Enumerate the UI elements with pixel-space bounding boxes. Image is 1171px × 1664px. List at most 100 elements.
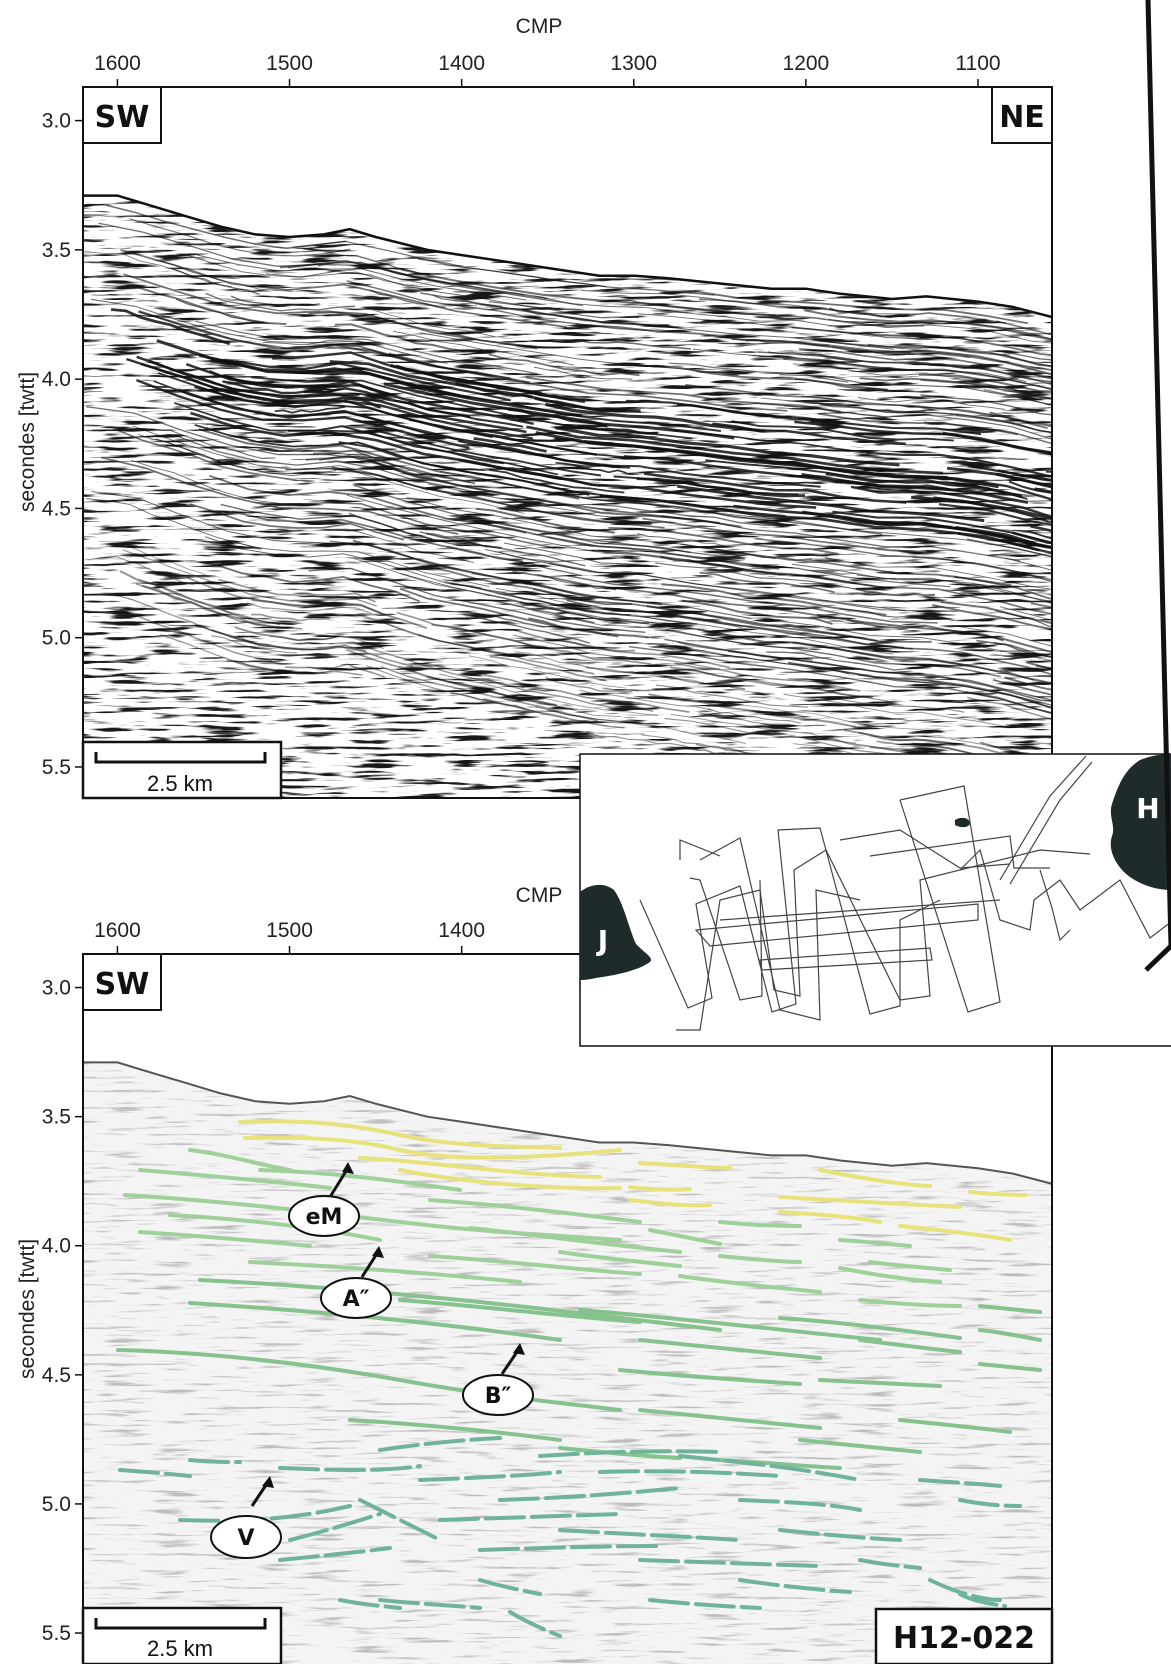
callout-a-double-prime: A″ <box>320 1246 392 1319</box>
sw-label-box: SW <box>82 86 162 144</box>
reflector-line <box>995 472 1052 488</box>
reflector-line <box>824 557 1052 590</box>
reflector-line <box>137 286 287 326</box>
label-v: V <box>237 1526 254 1551</box>
reflector-line <box>487 679 654 712</box>
reflector-line <box>794 420 1052 454</box>
reflector-line <box>417 634 594 675</box>
reflector-line <box>703 453 1052 501</box>
reflector-line <box>536 573 617 591</box>
reflector-line <box>241 638 353 651</box>
reflector-line <box>312 449 476 485</box>
reflector-line <box>817 412 1019 436</box>
reflector-line <box>680 543 813 561</box>
label-a-double-prime: A″ <box>343 1287 370 1312</box>
reflector-line <box>707 708 801 724</box>
reflector-line <box>135 583 303 630</box>
reflector-line <box>251 376 692 440</box>
label-em: eM <box>306 1205 343 1230</box>
reflector-line <box>209 474 527 534</box>
reflector-line <box>857 397 1006 410</box>
reflector-line <box>446 545 582 577</box>
reflector-line <box>196 254 527 301</box>
reflector-line <box>525 376 841 413</box>
reflector-line <box>918 373 1052 394</box>
x-tick-label: 1600 <box>94 52 141 75</box>
reflector-line <box>465 610 545 628</box>
y-tick-label: 5.0 <box>42 1493 71 1516</box>
reflector-line <box>194 624 367 652</box>
top-seismic-section <box>83 87 1052 798</box>
reflector-line <box>791 563 1052 603</box>
reflector-line <box>1008 480 1052 494</box>
reflector-line <box>676 403 792 419</box>
reflector-line <box>783 693 1005 727</box>
reflector-line <box>920 394 1052 416</box>
bottom-seafloor-line <box>83 1061 1052 1185</box>
reflector-line <box>138 310 530 384</box>
bottom-sw-label: SW <box>95 967 150 1002</box>
reflector-line <box>712 422 906 445</box>
reflector-line <box>400 573 674 628</box>
reflector-line <box>512 570 837 620</box>
y-tick-label: 5.0 <box>42 627 71 650</box>
reflector-line <box>251 599 428 630</box>
reflector-line <box>426 675 557 706</box>
reflector-line <box>419 332 739 376</box>
reflector-line <box>274 405 346 414</box>
reflector-line <box>641 734 760 755</box>
reflector-line <box>628 500 1052 557</box>
reflector-line <box>308 311 538 350</box>
reflector-line <box>110 308 231 346</box>
reflector-line <box>665 629 1001 678</box>
reflector-line <box>697 628 963 666</box>
reflector-line <box>677 641 813 661</box>
x-tick-label: 1600 <box>94 919 141 942</box>
reflector-line <box>967 696 1052 720</box>
top-frame <box>82 86 1053 799</box>
reflector-line <box>766 651 913 671</box>
reflector-line <box>514 651 634 673</box>
reflector-line <box>592 503 789 527</box>
reflector-line <box>760 397 1052 433</box>
reflector-line <box>910 495 1052 521</box>
reflector-line <box>768 619 1052 662</box>
reflector-line <box>992 678 1052 696</box>
reflector-line <box>235 360 511 402</box>
reflector-line <box>90 298 448 365</box>
reflector-line <box>858 731 952 744</box>
reflector-line <box>816 613 1052 654</box>
reflector-line <box>272 351 586 403</box>
horizons-green-mid <box>116 1278 1042 1470</box>
bottom-y-ticks: 3.0 3.5 4.0 4.5 5.0 5.5 <box>42 977 83 1645</box>
reflector-line <box>699 571 835 593</box>
reflector-line <box>130 459 302 505</box>
reflector-line <box>623 455 961 493</box>
reflector-line <box>328 528 475 564</box>
reflector-line <box>169 429 276 460</box>
reflector-line <box>285 467 652 526</box>
reflector-line <box>234 626 337 642</box>
reflector-line <box>685 383 1048 430</box>
reflector-line <box>976 639 1052 658</box>
reflector-line <box>269 635 384 650</box>
reflector-line <box>655 684 809 708</box>
reflector-line <box>374 429 602 477</box>
reflector-line <box>458 458 817 509</box>
reflector-line <box>444 581 699 625</box>
reflector-line <box>534 295 835 327</box>
reflector-line <box>661 583 887 616</box>
reflector-line <box>206 580 378 607</box>
reflector-line <box>477 598 595 624</box>
bottom-seismic-section <box>83 954 1052 1664</box>
reflector-line <box>586 731 699 751</box>
reflector-line <box>266 270 545 310</box>
y-tick-label: 5.5 <box>42 756 71 779</box>
reflector-line <box>334 323 465 353</box>
horizons-green-upper <box>123 1148 962 1308</box>
reflector-line <box>938 503 1052 526</box>
reflector-line <box>170 267 260 296</box>
reflector-line <box>731 338 1052 371</box>
reflector-line <box>488 469 625 494</box>
reflector-line <box>396 611 550 650</box>
